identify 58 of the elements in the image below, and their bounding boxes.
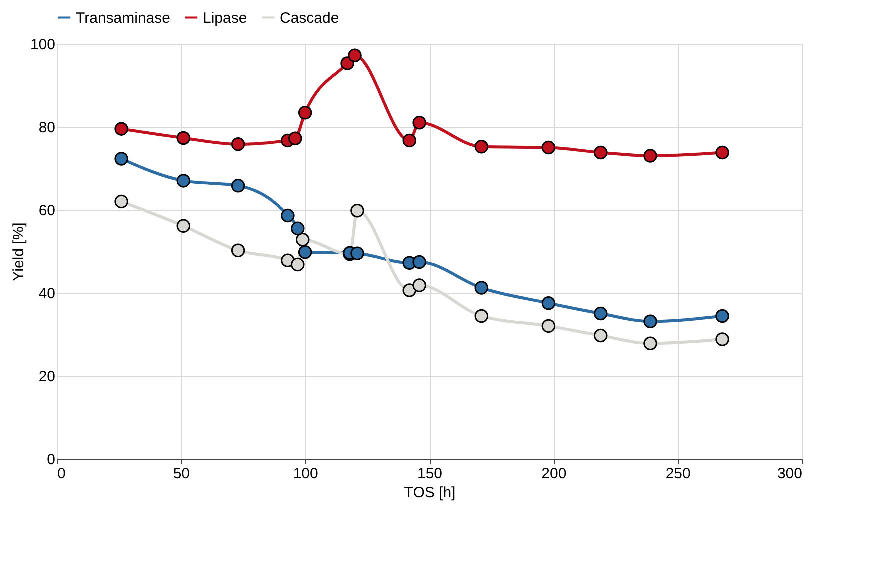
point (114, 122, 128, 136)
y-tick-label: 60 (38, 202, 56, 220)
legend-label: Transaminase (76, 10, 170, 27)
point (296, 233, 310, 247)
y-tick-label: 100 (30, 36, 56, 54)
point (542, 296, 556, 310)
x-tick-label: 150 (417, 466, 443, 482)
point (594, 328, 608, 343)
x-tick-label: 250 (666, 466, 691, 482)
point (474, 309, 489, 324)
point (644, 314, 658, 328)
point (594, 306, 608, 321)
x-tick-label: 100 (293, 466, 318, 482)
point (114, 152, 128, 166)
legend-label: Cascade (280, 10, 340, 27)
point (350, 246, 364, 260)
point (176, 219, 191, 234)
point (474, 140, 489, 154)
point (281, 208, 295, 223)
point (350, 204, 364, 218)
y-axis-title: Yield [%] (10, 222, 28, 282)
point (474, 281, 489, 295)
x-tick-label: 0 (58, 466, 66, 482)
point (348, 48, 362, 62)
y-tick-label: 20 (38, 368, 56, 386)
point (716, 146, 730, 160)
point (231, 179, 246, 193)
point (402, 284, 417, 298)
point (291, 258, 305, 272)
point (176, 131, 191, 146)
point (288, 132, 302, 146)
point (716, 309, 730, 324)
point (542, 319, 556, 334)
x-tick-label: 300 (777, 466, 802, 482)
x-axis-title: TOS [h] (404, 484, 456, 502)
point (412, 255, 426, 270)
point (340, 56, 354, 70)
point (176, 174, 191, 188)
point (644, 149, 658, 163)
point (298, 245, 312, 260)
y-tick-label: 80 (38, 120, 56, 136)
point (412, 116, 426, 130)
point (402, 134, 417, 148)
point (542, 140, 556, 155)
legend-label: Lipase (203, 10, 248, 27)
point (594, 146, 608, 160)
point (231, 138, 246, 152)
point (716, 332, 730, 346)
point (114, 194, 128, 209)
x-tick-label: 200 (542, 466, 567, 482)
y-tick-label: 0 (47, 452, 56, 468)
y-tick-label: 40 (38, 286, 56, 302)
point (291, 222, 305, 236)
point (644, 336, 658, 350)
point (231, 244, 246, 258)
point (412, 278, 426, 292)
x-tick-label: 50 (173, 466, 190, 482)
point (298, 106, 312, 120)
